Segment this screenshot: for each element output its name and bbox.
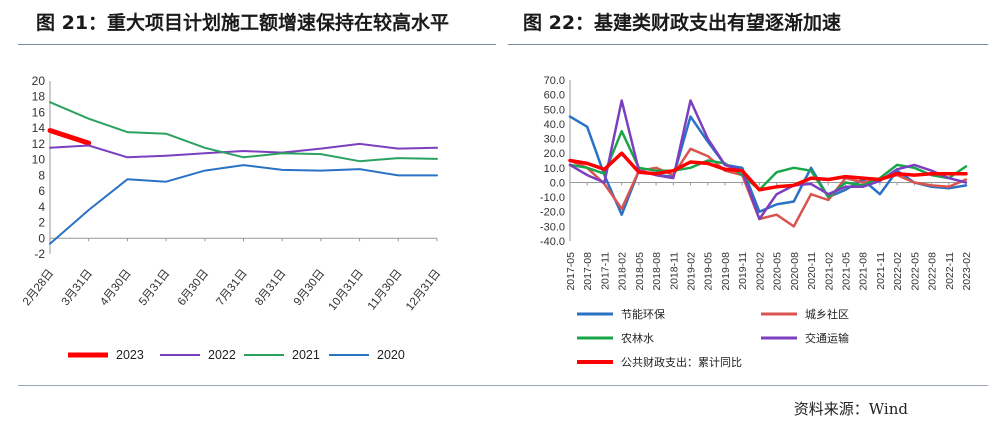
x-tick-label: 2020-08 [789,252,801,291]
y-tick-label: 10.0 [544,163,565,175]
y-tick-label: 4 [38,200,45,214]
y-tick-label: 20 [32,74,46,88]
x-tick-label: 2021-05 [840,252,852,291]
x-tick-label: 8月31日 [253,267,288,308]
x-tick-label: 2017-05 [565,252,577,291]
y-tick-label: -30.0 [540,221,565,233]
y-tick-label: -10.0 [540,192,565,204]
y-tick-label: 10 [32,153,46,167]
legend-label-农林水: 农林水 [621,331,654,345]
series-line-2020 [49,164,438,245]
series-line-2023 [47,128,92,146]
legend-label-2023: 2023 [116,348,144,362]
x-tick-label: 2019-05 [703,252,715,291]
x-tick-label: 2022-08 [927,252,939,291]
x-tick-label: 2019-02 [686,252,698,291]
y-tick-label: 0.0 [550,177,565,189]
y-tick-label: -2 [34,247,45,261]
x-tick-label: 2022-11 [944,252,956,290]
left-title-divider [18,44,496,45]
y-tick-label: 40.0 [544,119,565,131]
y-tick-label: 18 [32,90,46,104]
y-tick-label: 30.0 [544,134,565,146]
legend-label-交通运输: 交通运输 [805,331,849,345]
x-tick-label: 2017-11 [599,252,611,290]
legend-label-公共财政支出：累计同比: 公共财政支出：累计同比 [621,355,742,369]
legend-label-城乡社区: 城乡社区 [805,307,849,321]
source-note: 资料来源：Wind [793,400,908,418]
x-tick-label: 2018-08 [651,252,663,291]
x-tick-label: 2017-08 [582,252,594,291]
legend-label-2020: 2020 [377,348,405,362]
y-tick-label: 16 [32,105,46,119]
bottom-divider [18,385,988,386]
y-tick-label: 8 [38,168,45,182]
x-tick-label: 2018-05 [634,252,646,291]
y-tick-label: 0 [38,231,45,245]
left-chart-title: 图 21：重大项目计划施工额增速保持在较高水平 [36,12,450,34]
y-tick-label: 70.0 [544,75,565,87]
x-tick-label: 2022-05 [909,252,921,291]
x-tick-label: 6月30日 [176,267,211,308]
x-tick-label: 2020-05 [772,252,784,291]
x-tick-label: 7月31日 [214,267,249,308]
legend-label-2022: 2022 [208,348,236,362]
x-tick-label: 2021-08 [858,252,870,291]
x-tick-label: 2023-02 [961,252,973,291]
x-tick-label: 4月30日 [98,267,133,308]
y-tick-label: 20.0 [544,148,565,160]
legend-label-节能环保: 节能环保 [621,307,665,321]
series-line-城乡社区 [568,147,968,228]
x-tick-label: 9月30日 [292,267,327,308]
y-tick-label: 2 [38,216,45,230]
x-tick-label: 2021-02 [823,252,835,291]
y-tick-label: -40.0 [540,236,565,248]
x-tick-label: 2021-11 [875,252,887,290]
x-tick-label: 10月31日 [327,267,366,313]
series-line-交通运输 [568,99,968,221]
series-line-2021 [49,101,438,163]
x-tick-label: 2020-11 [806,252,818,290]
x-tick-label: 2022-02 [892,252,904,291]
y-tick-label: 60.0 [544,90,565,102]
x-tick-label: 2018-11 [668,252,680,290]
series-line-2022 [49,142,438,159]
y-tick-label: -20.0 [540,207,565,219]
x-tick-label: 11月30日 [366,267,405,312]
x-tick-label: 2月28日 [21,267,56,308]
x-tick-label: 2019-08 [720,252,732,291]
x-tick-label: 2019-11 [737,252,749,290]
x-tick-label: 3月31日 [60,267,95,308]
x-tick-label: 12月31日 [404,267,443,313]
y-tick-label: 50.0 [544,104,565,116]
y-tick-label: 14 [32,121,46,135]
right-chart-title: 图 22：基建类财政支出有望逐渐加速 [523,12,842,34]
series-line-公共财政支出：累计同比 [568,151,968,192]
x-tick-label: 2018-02 [617,252,629,291]
y-tick-label: 12 [32,137,46,151]
x-tick-label: 5月31日 [137,267,172,308]
y-tick-label: 6 [38,184,45,198]
right-title-divider [508,44,988,45]
legend-label-2021: 2021 [292,348,320,362]
x-tick-label: 2020-02 [754,252,766,291]
